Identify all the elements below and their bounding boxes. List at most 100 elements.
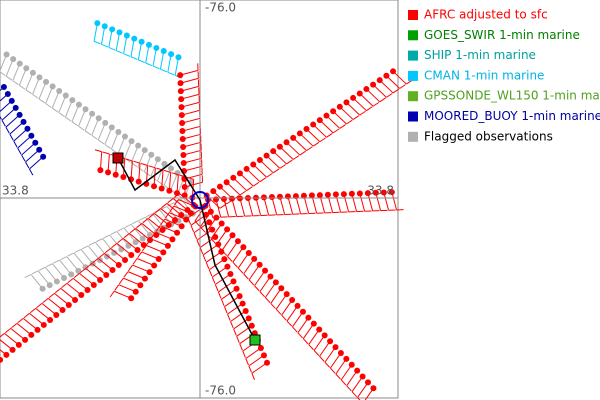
observation-dot [103, 253, 110, 260]
wind-barb-feather [332, 128, 340, 134]
wind-barb-feather [13, 140, 18, 148]
wind-barb [80, 249, 94, 264]
wind-barb [176, 174, 179, 194]
wind-barb [137, 149, 146, 168]
wind-barb-feather [23, 312, 30, 319]
wind-barb [167, 54, 172, 73]
wind-barb [118, 284, 136, 293]
wind-barb-feather [71, 121, 79, 127]
wind-barb [181, 117, 201, 124]
wind-barb [37, 270, 51, 286]
wind-barb [155, 231, 173, 240]
observation-dot [227, 270, 234, 277]
wind-barb [4, 332, 20, 346]
wind-barb-feather [164, 212, 170, 219]
wind-barb [0, 339, 13, 351]
wind-barb-feather [351, 391, 358, 398]
observation-dot [121, 133, 128, 140]
wind-barb [51, 90, 60, 109]
observation-dot [158, 185, 165, 192]
wind-barb [44, 266, 58, 282]
observation-dot [131, 35, 138, 42]
wind-barb-feather [299, 150, 306, 156]
observation-dot [148, 151, 155, 158]
wind-barb-feather [140, 163, 148, 166]
legend-label: AFRC adjusted to sfc [424, 8, 548, 22]
wind-barb [110, 131, 119, 150]
wind-barb [79, 273, 95, 286]
wind-barb [391, 192, 398, 211]
observation-dot [3, 351, 10, 358]
wind-barb [226, 181, 241, 196]
wind-barb-feather [125, 158, 133, 162]
wind-barb [13, 128, 28, 142]
wind-barb-feather [9, 133, 14, 141]
observation-dot [240, 244, 247, 251]
wind-barb [379, 79, 394, 94]
observation-dot [141, 147, 148, 154]
wind-barb [319, 119, 334, 134]
observation-dot [155, 255, 162, 262]
observation-dot [139, 235, 146, 242]
wind-barb-feather [214, 284, 219, 292]
wind-barb-feather [79, 268, 86, 274]
wind-barb [357, 382, 369, 398]
wind-barb [352, 97, 367, 112]
wind-barb [181, 93, 200, 100]
wind-barb [335, 358, 347, 375]
wind-barb-feather [103, 234, 110, 239]
observation-dot [220, 196, 227, 203]
observation-dot [221, 256, 228, 263]
observation-dot [177, 88, 184, 95]
observation-dot [181, 184, 188, 191]
observation-dot [203, 211, 210, 218]
observation-dot [49, 83, 56, 90]
wind-barb [351, 193, 358, 212]
observation-dot [356, 90, 363, 97]
wind-barb [286, 141, 301, 156]
wind-barb-feather [372, 101, 380, 107]
wind-barb-feather [25, 89, 32, 95]
wind-barb [143, 154, 152, 172]
wind-barb [141, 251, 159, 260]
wind-barb [295, 195, 302, 215]
observation-dot [257, 344, 264, 351]
observation-dot [283, 139, 290, 146]
wind-barb-feather [118, 277, 124, 285]
wind-barb [183, 157, 202, 164]
observation-dot [3, 51, 10, 58]
wind-barb-feather [220, 299, 225, 306]
observation-dot [323, 112, 330, 119]
wind-barb [340, 364, 353, 381]
observation-dot [337, 349, 344, 356]
wind-barb [223, 198, 230, 217]
wind-barb [339, 106, 354, 120]
observation-dot [370, 81, 377, 88]
wind-barb [141, 223, 157, 236]
observation-dot [145, 41, 152, 48]
observation-dot [138, 38, 145, 45]
observation-dot [62, 92, 69, 99]
observation-dot [168, 165, 175, 172]
legend-label: GPSSONDE_WL150 1-min marine [424, 89, 600, 103]
wind-barb [236, 325, 253, 337]
wind-barb [110, 248, 126, 261]
observation-dot [111, 249, 118, 256]
observation-dot [183, 216, 190, 223]
wind-barb-feather [4, 327, 12, 334]
wind-barb [271, 196, 278, 215]
observation-dot [179, 136, 186, 143]
wind-barb-feather [104, 248, 111, 254]
wind-barb [52, 263, 65, 279]
wind-barb [254, 270, 266, 287]
observation-dot [359, 373, 366, 380]
storm-center [191, 191, 209, 209]
wind-barb-feather [137, 251, 143, 258]
observation-dot [101, 23, 108, 30]
wind-barb-feather [254, 285, 260, 292]
wind-barb [130, 160, 133, 180]
wind-barb [135, 228, 151, 241]
wind-barb-feather [104, 144, 111, 149]
wind-barb [270, 287, 282, 304]
wind-barb-feather [236, 336, 240, 343]
